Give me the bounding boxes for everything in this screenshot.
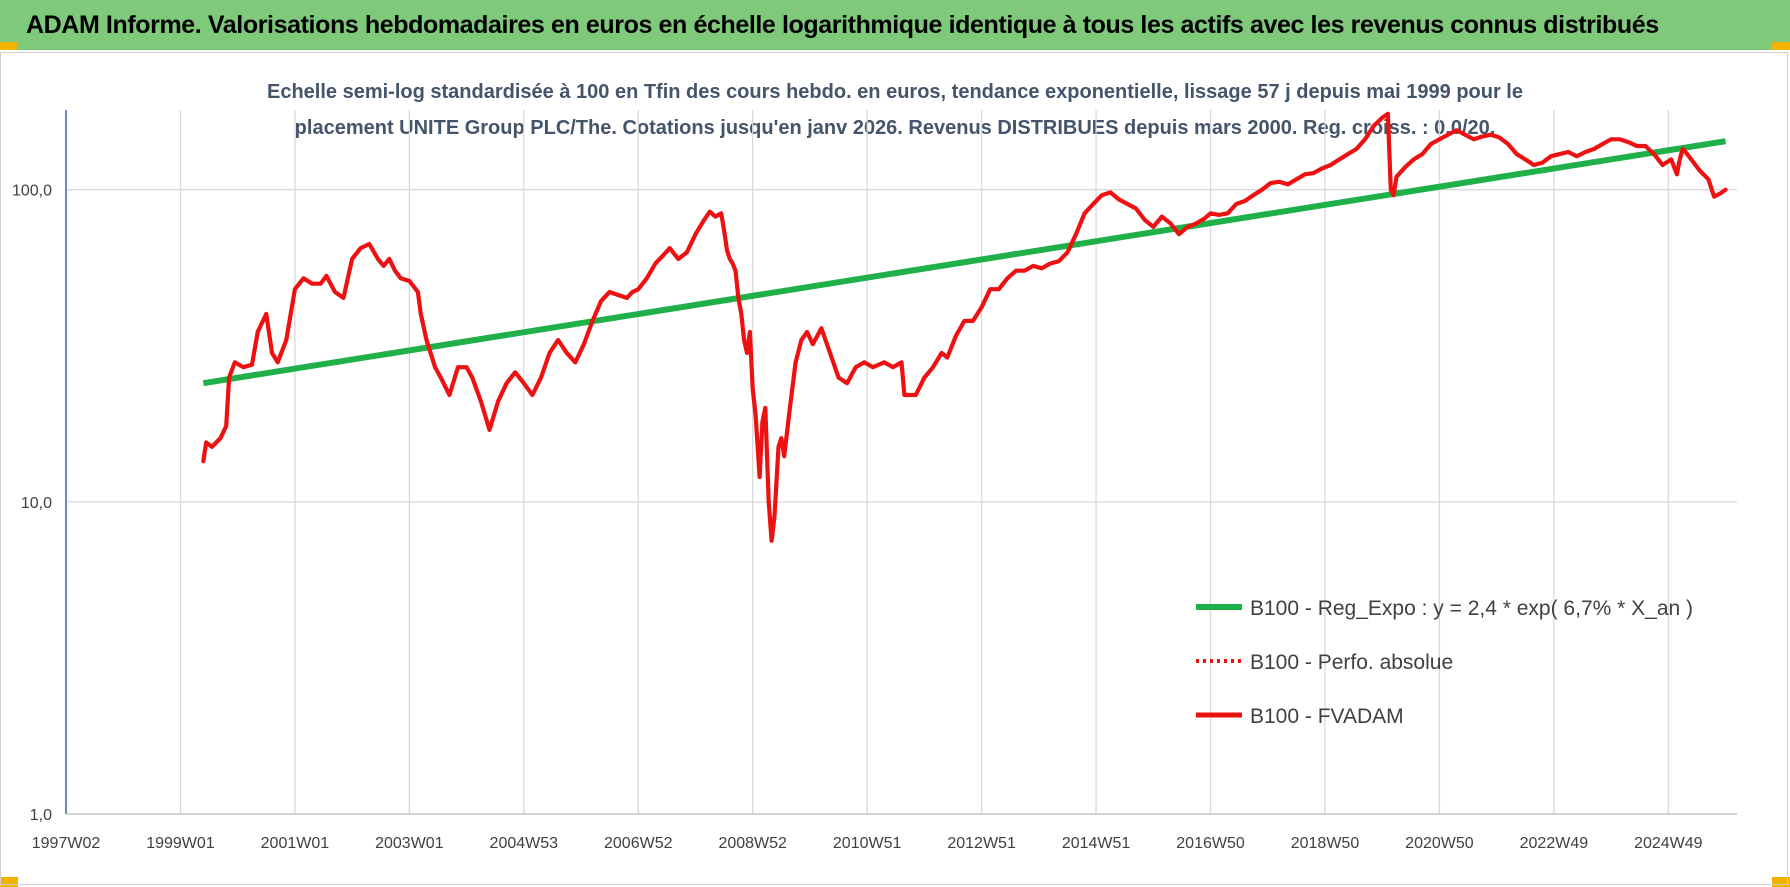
fvadam-line <box>201 111 1728 543</box>
x-tick-label: 2016W50 <box>1176 835 1245 852</box>
x-tick-label: 1999W01 <box>146 835 215 852</box>
legend-label-regression: B100 - Reg_Expo : y = 2,4 * exp( 6,7% * … <box>1250 597 1693 620</box>
corner-accent-bottom-right <box>1772 877 1790 887</box>
series <box>201 111 1728 543</box>
x-tick-label: 2006W52 <box>604 835 673 852</box>
x-tick-label: 2014W51 <box>1062 835 1131 852</box>
x-tick-label: 2020W50 <box>1405 835 1474 852</box>
corner-accent-bottom-left <box>0 877 18 887</box>
x-tick-label: 2018W50 <box>1291 835 1360 852</box>
legend: B100 - Reg_Expo : y = 2,4 * exp( 6,7% * … <box>1196 597 1693 728</box>
y-tick-label: 10,0 <box>21 495 52 512</box>
page-title: ADAM Informe. Valorisations hebdomadaire… <box>26 10 1659 39</box>
y-tick-label: 1,0 <box>30 807 52 824</box>
x-tick-label: 2012W51 <box>947 835 1016 852</box>
x-tick-label: 2024W49 <box>1634 835 1703 852</box>
x-tick-label: 2004W53 <box>490 835 559 852</box>
corner-accent-top-right <box>1772 42 1790 50</box>
x-axis-ticks: 1997W02 1999W01 2001W01 2003W01 2004W53 2006W… <box>32 835 1703 852</box>
y-axis-ticks: 1,0 10,0 100,0 <box>12 183 52 824</box>
legend-label-perfo-absolue: B100 - Perfo. absolue <box>1250 651 1453 674</box>
x-tick-label: 2010W51 <box>833 835 902 852</box>
axes <box>65 110 1737 815</box>
chart-subtitle-line-1: Echelle semi-log standardisée à 100 en T… <box>267 81 1523 103</box>
chart-subtitle-line-2: placement UNITE Group PLC/The. Cotations… <box>295 117 1496 139</box>
grid <box>65 110 1737 815</box>
x-tick-label: 2001W01 <box>261 835 330 852</box>
x-tick-label: 2008W52 <box>718 835 787 852</box>
x-tick-label: 1997W02 <box>32 835 101 852</box>
title-bar: ADAM Informe. Valorisations hebdomadaire… <box>0 0 1790 50</box>
corner-accent-top-left <box>0 42 18 50</box>
x-tick-label: 2022W49 <box>1520 835 1589 852</box>
y-tick-label: 100,0 <box>12 183 52 200</box>
regression-line <box>202 138 1727 387</box>
x-tick-label: 2003W01 <box>375 835 444 852</box>
legend-label-fvadam: B100 - FVADAM <box>1250 705 1404 728</box>
